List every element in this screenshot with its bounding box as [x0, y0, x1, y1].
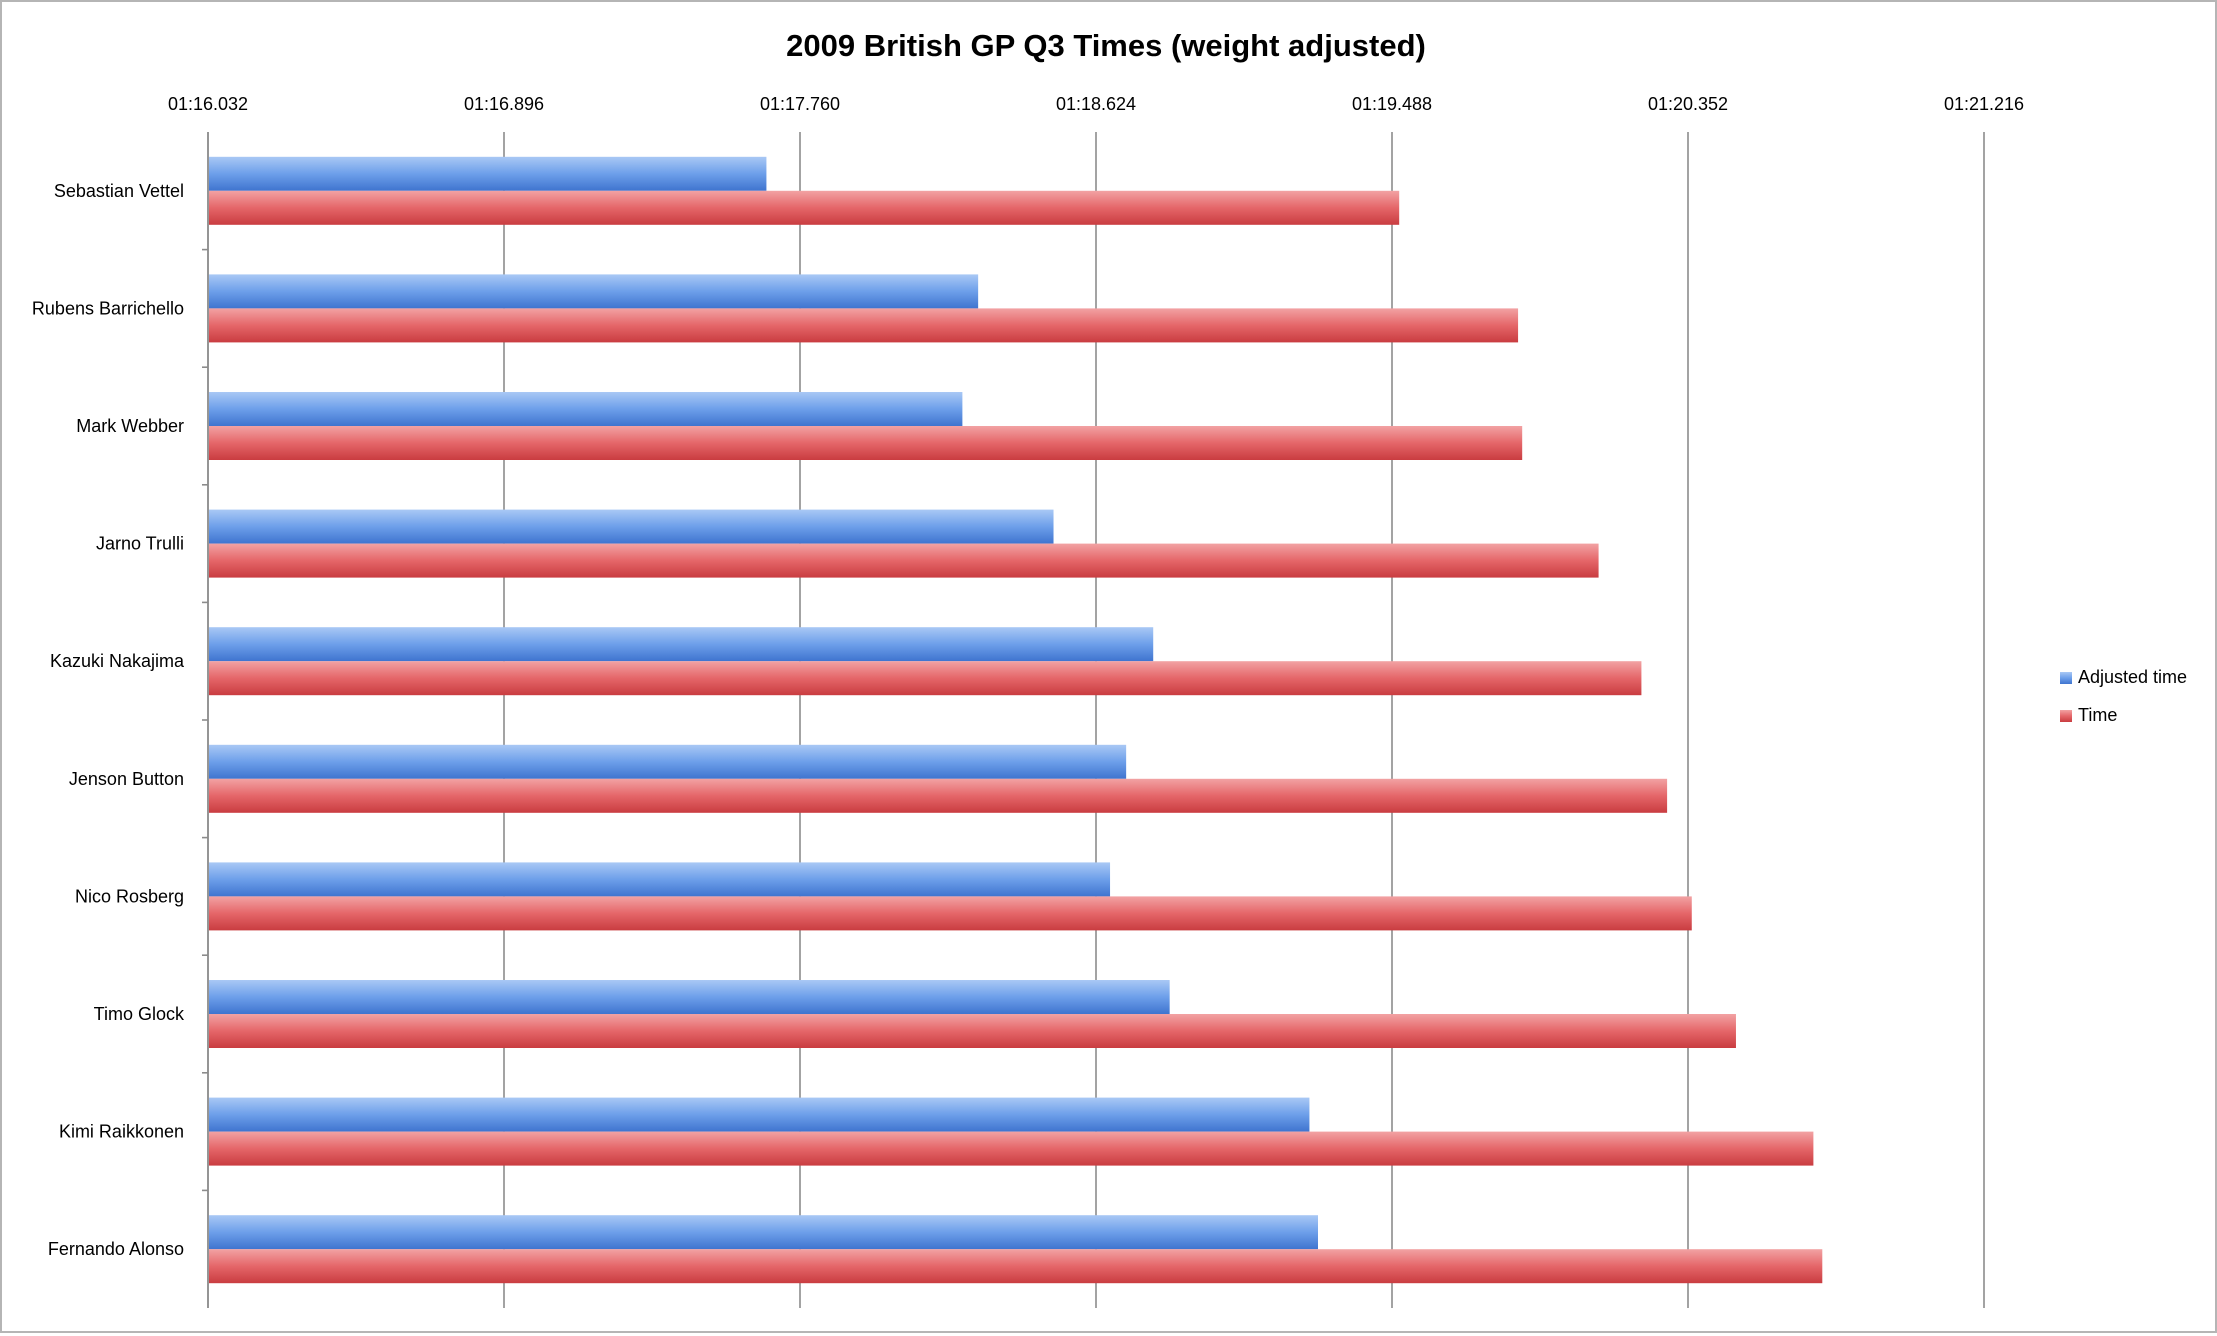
x-tick-label: 01:17.760	[760, 94, 840, 114]
bar-adjusted-time	[209, 744, 1127, 779]
bar-adjusted-time	[209, 509, 1054, 544]
bar-adjusted-time	[209, 627, 1154, 662]
bar-adjusted-time	[209, 862, 1111, 897]
x-tick-label: 01:21.216	[1944, 94, 2024, 114]
category-labels: Sebastian Vettel Rubens Barrichello Mark W…	[32, 181, 185, 1259]
bar-adjusted-time	[209, 1215, 1318, 1250]
bar-time	[209, 308, 1519, 343]
legend-label: Adjusted time	[2078, 667, 2187, 687]
x-tick-label: 01:18.624	[1056, 94, 1136, 114]
x-tick-labels: 01:16.032 01:16.896 01:17.760 01:18.624 01:1…	[168, 94, 2024, 114]
bar-time	[209, 1014, 1736, 1048]
bar-time	[209, 661, 1642, 696]
category-label: Kimi Raikkonen	[59, 1122, 184, 1142]
x-tick-label: 01:16.032	[168, 94, 248, 114]
x-tick-label: 01:20.352	[1648, 94, 1728, 114]
category-label: Timo Glock	[94, 1004, 185, 1024]
category-label: Sebastian Vettel	[54, 181, 184, 201]
category-label: Jarno Trulli	[96, 534, 184, 554]
bar-adjusted-time	[209, 392, 963, 426]
legend-swatch	[2060, 672, 2072, 684]
bar-time	[209, 896, 1692, 931]
category-label: Kazuki Nakajima	[50, 651, 185, 671]
bar-adjusted-time	[209, 274, 979, 309]
x-tick-label: 01:16.896	[464, 94, 544, 114]
bar-adjusted-time	[209, 156, 767, 191]
category-label: Fernando Alonso	[48, 1239, 184, 1259]
legend-label: Time	[2078, 705, 2117, 725]
legend: Adjusted time Time	[2060, 667, 2187, 725]
bar-time	[209, 1131, 1814, 1166]
bar-time	[209, 426, 1523, 460]
bars	[209, 156, 1823, 1284]
category-label: Rubens Barrichello	[32, 298, 184, 318]
bar-adjusted-time	[209, 980, 1170, 1014]
category-label: Jenson Button	[69, 769, 184, 789]
x-tick-label: 01:19.488	[1352, 94, 1432, 114]
bar-adjusted-time	[209, 1097, 1310, 1132]
bar-time	[209, 543, 1599, 578]
bar-time	[209, 1249, 1823, 1284]
chart-title: 2009 British GP Q3 Times (weight adjuste…	[786, 28, 1426, 63]
category-label: Nico Rosberg	[75, 886, 184, 906]
bar-time	[209, 190, 1400, 225]
bar-time	[209, 778, 1668, 813]
legend-swatch	[2060, 710, 2072, 722]
category-label: Mark Webber	[76, 416, 184, 436]
